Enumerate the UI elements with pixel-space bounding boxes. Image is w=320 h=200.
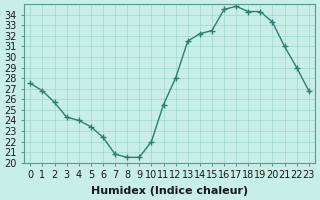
X-axis label: Humidex (Indice chaleur): Humidex (Indice chaleur) [91, 186, 248, 196]
